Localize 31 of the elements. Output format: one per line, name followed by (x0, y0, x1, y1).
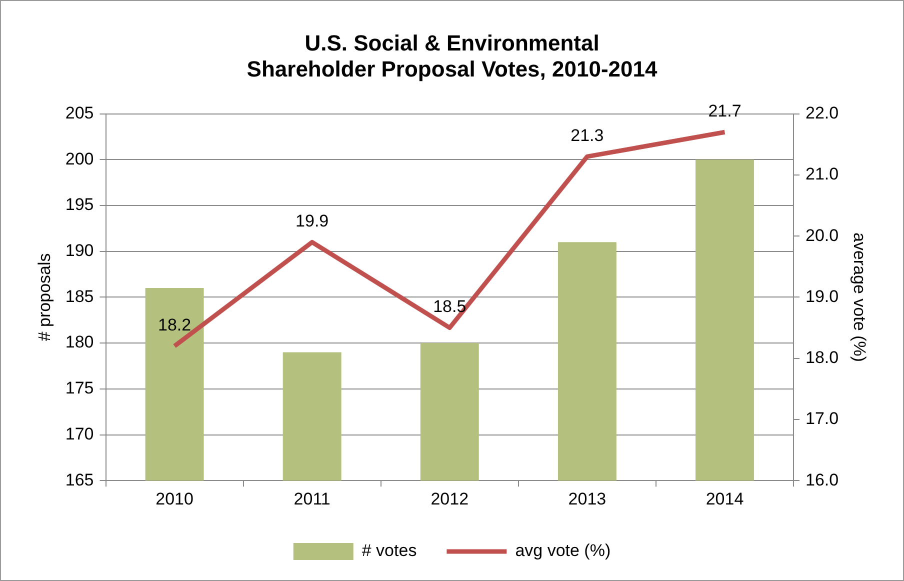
data-label: 18.5 (433, 296, 466, 316)
y2-tick-label: 18.0 (806, 348, 839, 368)
y-tick-label: 195 (65, 195, 94, 214)
y2-tick-label: 19.0 (806, 286, 839, 306)
y-tick-label: 205 (65, 103, 94, 122)
y2-axis-title: average vote (%) (850, 232, 870, 362)
y2-tick-label: 17.0 (806, 409, 839, 428)
y-tick-label: 185 (65, 286, 94, 306)
y-tick-label: 190 (65, 241, 94, 260)
x-tick-label: 2013 (568, 489, 606, 508)
data-label: 19.9 (296, 211, 329, 230)
x-tick-label: 2014 (706, 489, 744, 508)
y-tick-label: 180 (65, 332, 94, 352)
y2-tick-label: 20.0 (806, 226, 839, 245)
y-tick-label: 170 (65, 424, 94, 444)
y2-tick-label: 21.0 (806, 164, 839, 184)
chart-title: U.S. Social & Environmental Shareholder Proposal Votes, 2010-2014 (246, 30, 658, 82)
data-label: 18.2 (158, 315, 192, 334)
data-label: 21.7 (708, 101, 742, 120)
x-tick-label: 2012 (430, 489, 469, 508)
data-label: 21.3 (570, 126, 604, 145)
y-axis-title: # proposals (34, 253, 54, 342)
legend-label: avg vote (%) (515, 541, 611, 560)
y-tick-label: 175 (65, 378, 94, 398)
x-tick-label: 2010 (156, 489, 194, 508)
y-tick-label: 200 (65, 149, 94, 168)
x-tick-label: 2011 (294, 489, 330, 508)
y-tick-label: 165 (65, 470, 94, 490)
legend-label: # votes (362, 541, 417, 560)
y2-tick-label: 22.0 (806, 103, 839, 122)
y2-tick-label: 16.0 (806, 470, 839, 490)
